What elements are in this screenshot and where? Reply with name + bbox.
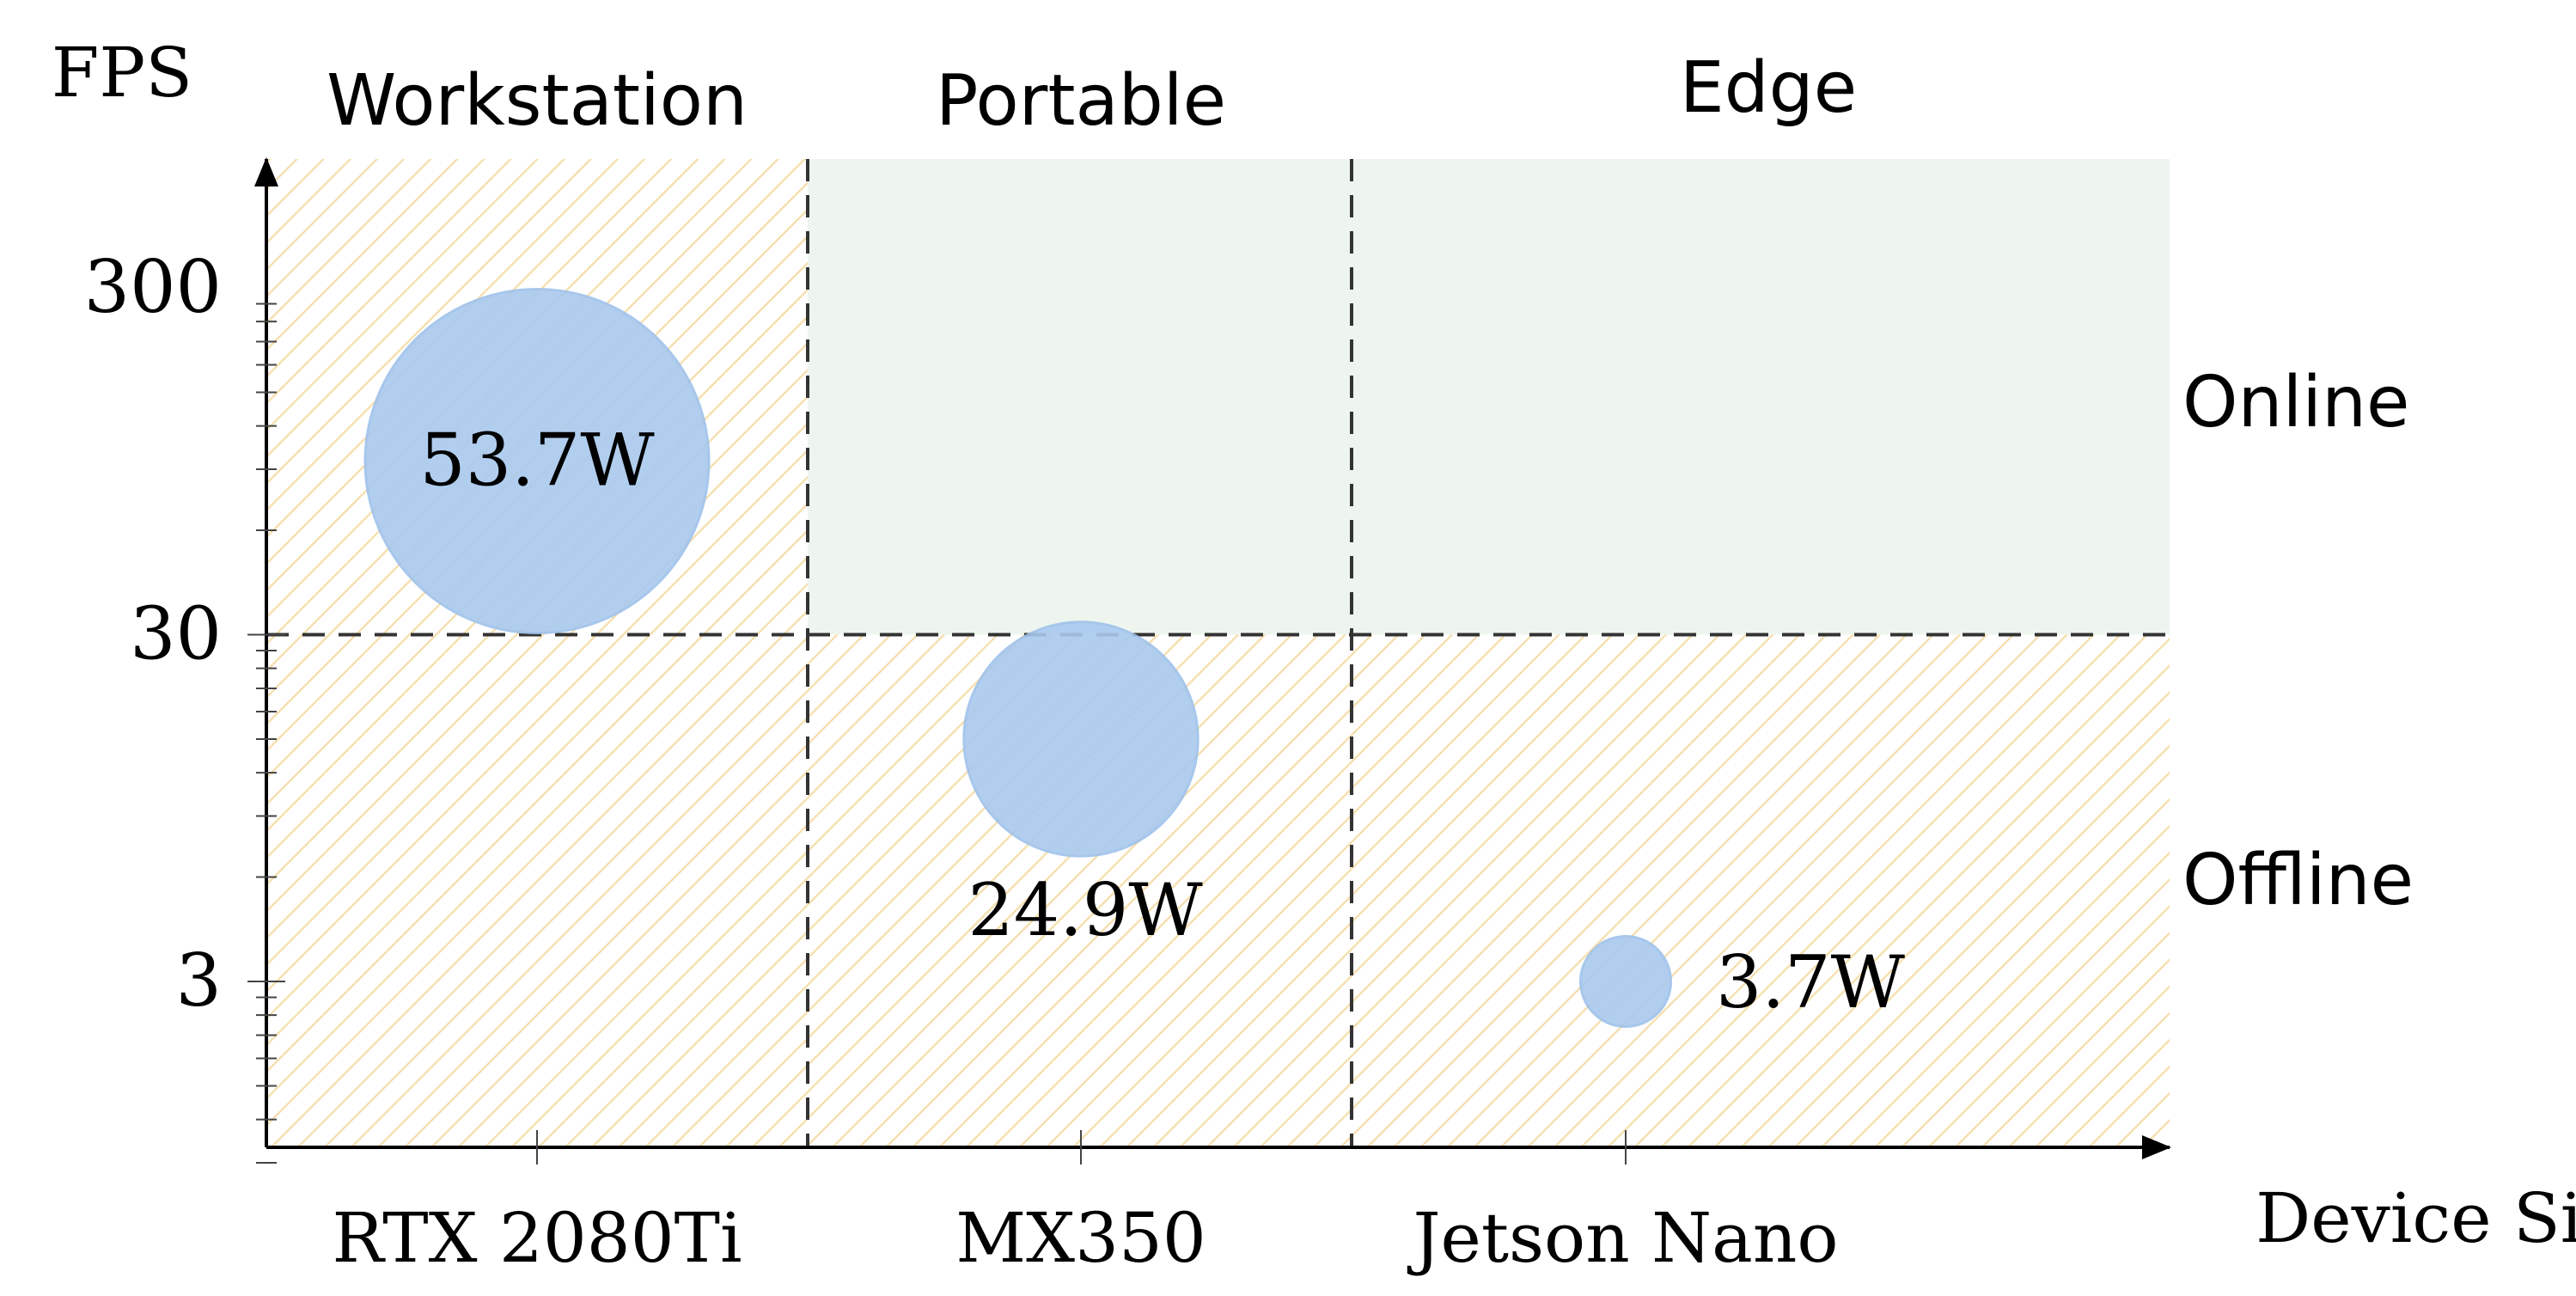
region-dividers <box>266 159 2170 1147</box>
bubbles <box>363 288 1672 1028</box>
y-tick-label: 3 <box>176 938 222 1023</box>
x-tick-label: RTX 2080Ti <box>332 1198 742 1278</box>
row-region-offline: Offline <box>2182 840 2414 921</box>
x-tick-label: MX350 <box>955 1198 1206 1278</box>
bubble-jetson-nano <box>1579 935 1672 1028</box>
row-region-online: Online <box>2182 362 2410 443</box>
x-tick-label: Jetson Nano <box>1407 1198 1838 1278</box>
bubble-label: 24.9W <box>968 868 1203 952</box>
column-group-edge: Edge <box>1680 47 1857 129</box>
y-tick-label: 300 <box>84 245 222 329</box>
bubble-label: 3.7W <box>1716 940 1906 1024</box>
x-axis-title: Device Size <box>2256 1178 2576 1258</box>
column-group-portable: Portable <box>936 60 1226 142</box>
labels: 53.7W 24.9W 3.7W 3 30 300 RTX 2080Ti MX350 Jetso… <box>52 33 2576 1278</box>
plot-regions <box>266 159 2170 1147</box>
bubble-rtx-2080ti <box>363 288 711 635</box>
bubble-mx350 <box>962 620 1199 858</box>
axes <box>247 157 2171 1165</box>
bubble-label: 53.7W <box>419 419 655 503</box>
online-region <box>808 159 2170 635</box>
column-group-workstation: Workstation <box>327 60 748 142</box>
y-tick-label: 30 <box>130 592 222 676</box>
y-axis-title: FPS <box>52 33 192 113</box>
